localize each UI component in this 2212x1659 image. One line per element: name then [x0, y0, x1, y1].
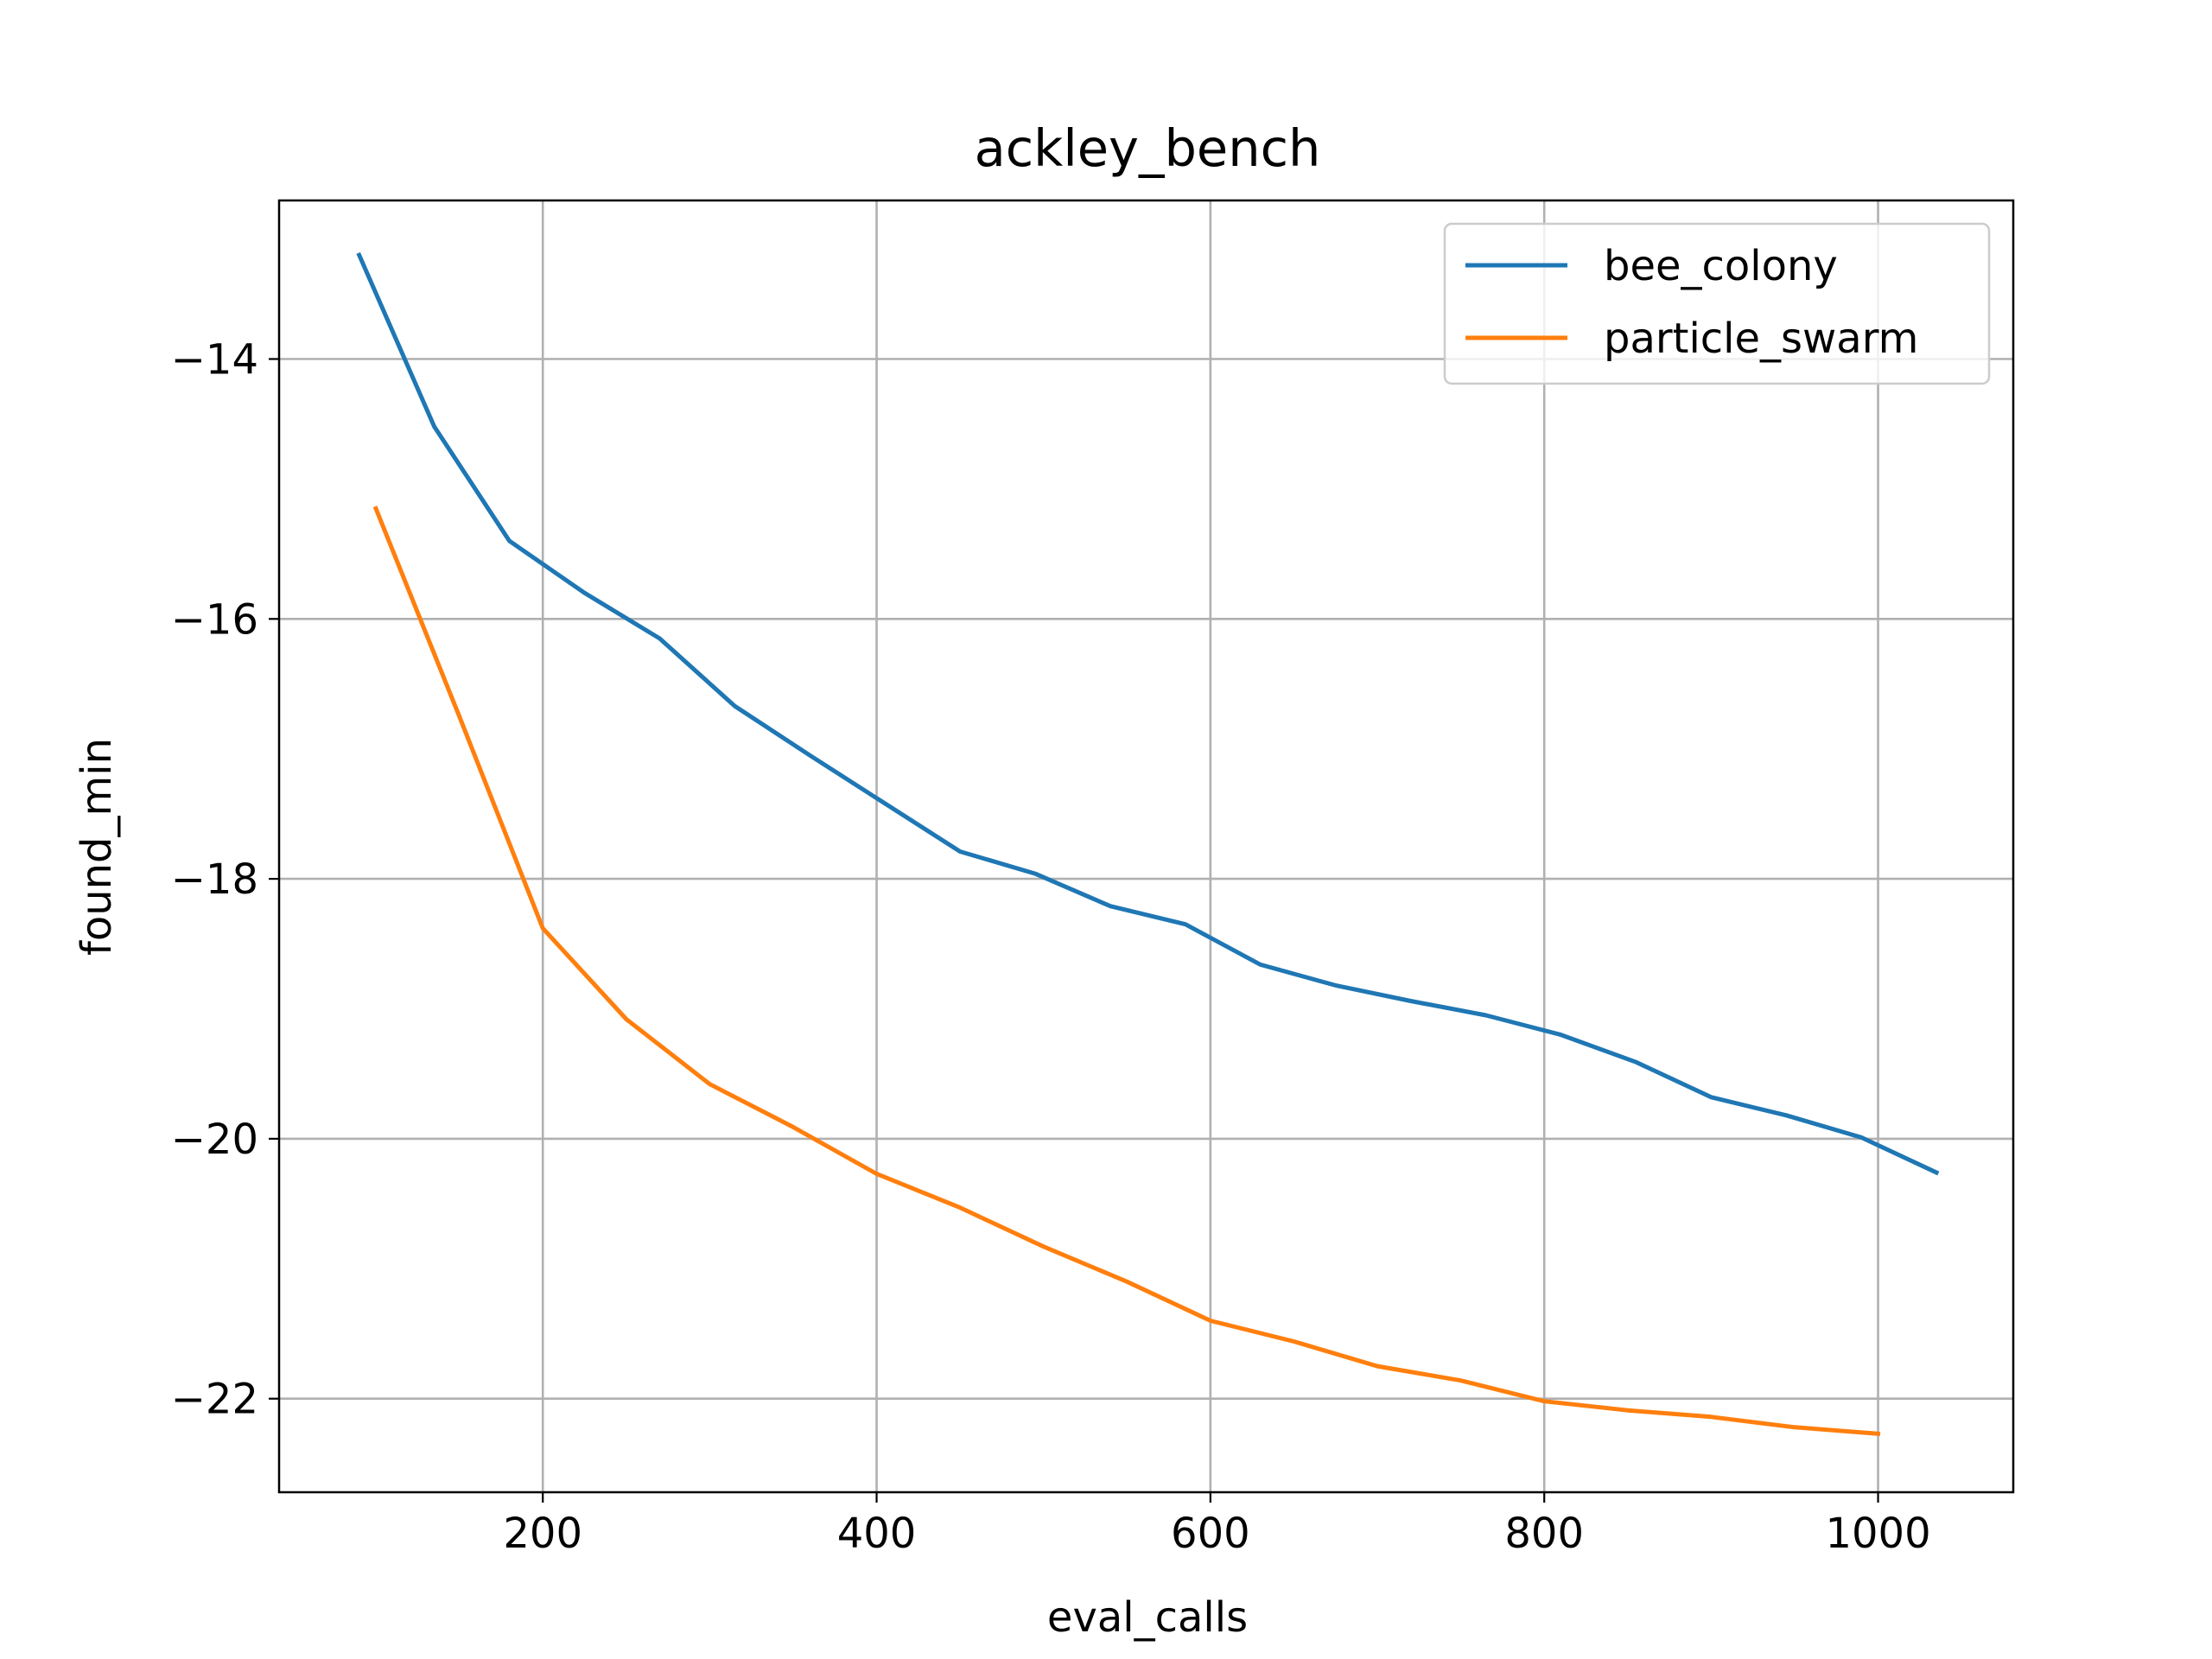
- x-tick-label: 200: [503, 1510, 582, 1558]
- y-tick-label: −20: [171, 1116, 258, 1164]
- y-axis: −14 −16 −18 −20 −22: [171, 335, 279, 1424]
- x-tick-label: 800: [1504, 1510, 1584, 1558]
- x-axis-label: eval_calls: [1047, 1593, 1248, 1642]
- chart-title: ackley_bench: [975, 118, 1321, 178]
- legend-box: [1443, 222, 1991, 385]
- plot-frame: [277, 199, 2015, 1494]
- x-axis: 200 400 600 800 1000: [503, 1492, 1931, 1558]
- x-tick-label: 600: [1171, 1510, 1250, 1558]
- legend: bee_colony particle_swarm: [1443, 222, 1991, 385]
- legend-label: bee_colony: [1604, 242, 1838, 290]
- y-axis-label: found_min: [73, 738, 121, 956]
- y-tick-label: −18: [171, 855, 258, 904]
- x-tick-label: 400: [837, 1510, 917, 1558]
- y-tick-label: −22: [171, 1376, 258, 1424]
- y-tick-label: −16: [171, 595, 258, 644]
- y-tick-label: −14: [171, 335, 258, 384]
- grid: [279, 200, 2013, 1492]
- series-line-bee-colony: [356, 251, 1940, 1176]
- legend-label: particle_swarm: [1604, 315, 1918, 363]
- series-lines: [356, 251, 1940, 1436]
- x-tick-label: 1000: [1825, 1510, 1930, 1558]
- series-line-particle-swarm: [372, 505, 1881, 1436]
